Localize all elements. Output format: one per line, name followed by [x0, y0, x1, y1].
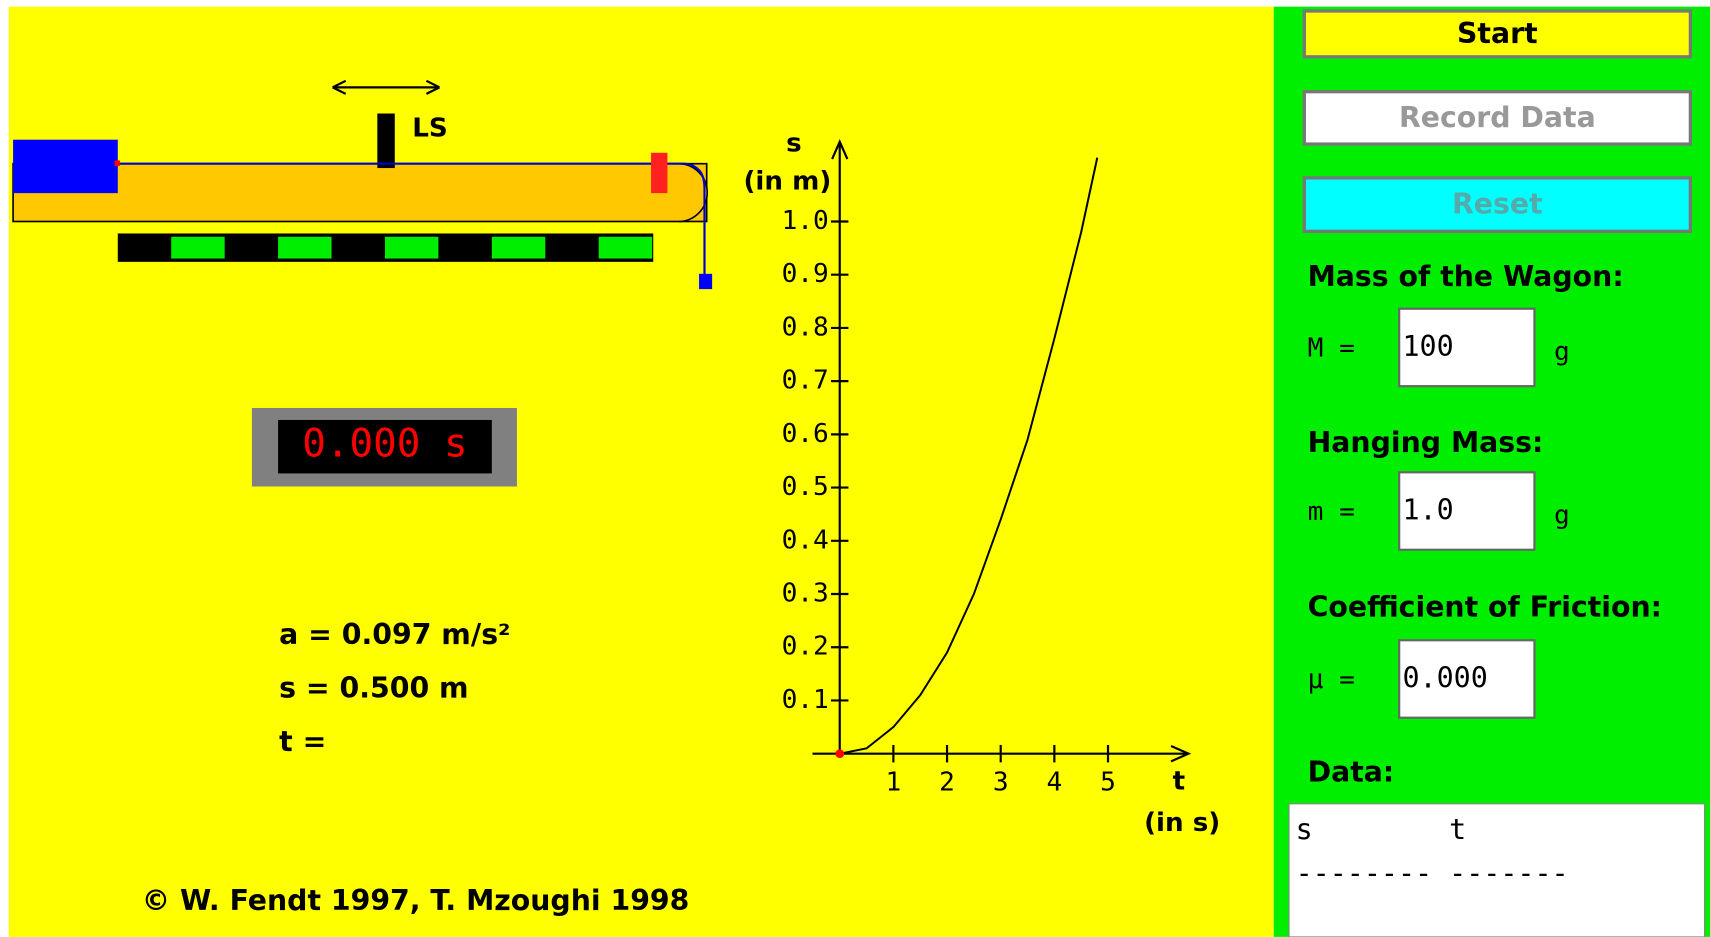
- x-tick-label: 1: [886, 768, 902, 798]
- field-label: m =: [1308, 497, 1355, 527]
- light-sensor: [377, 113, 395, 169]
- y-tick-label: 0.4: [782, 525, 829, 555]
- data-heading: Data:: [1308, 755, 1395, 788]
- x-axis-label: (in s): [1144, 808, 1220, 838]
- button-label[interactable]: Reset: [1452, 188, 1543, 221]
- ls-arrow: [332, 79, 440, 95]
- field-heading: Mass of the Wagon:: [1308, 260, 1624, 293]
- simulation-area: [8, 6, 1274, 937]
- hanging-mass: [699, 273, 713, 290]
- input-box[interactable]: [1398, 471, 1536, 551]
- input-box[interactable]: [1398, 639, 1536, 719]
- data-line: -------- -------: [1296, 857, 1569, 890]
- x-axis-label: t: [1173, 767, 1186, 797]
- button[interactable]: [1302, 9, 1693, 59]
- timer-text: 0.000 s: [302, 422, 467, 467]
- button[interactable]: [1302, 176, 1693, 233]
- y-tick-label: 0.5: [782, 472, 829, 502]
- y-tick-label: 1.0: [782, 206, 829, 236]
- hook: [114, 160, 120, 166]
- y-axis-label: (in m): [743, 167, 831, 197]
- track-end: [678, 162, 708, 223]
- data-box: [1288, 803, 1706, 937]
- field-heading: Hanging Mass:: [1308, 426, 1544, 459]
- ls-label: LS: [412, 113, 448, 143]
- x-tick-label: 3: [993, 768, 1009, 798]
- y-tick-label: 0.8: [782, 312, 829, 342]
- x-tick-label: 4: [1046, 768, 1062, 798]
- y-tick-label: 0.3: [782, 579, 829, 609]
- timer-display: [278, 419, 492, 474]
- x-tick-label: 5: [1100, 768, 1116, 798]
- y-tick-label: 0.2: [782, 632, 829, 662]
- curve: [839, 157, 1099, 755]
- field-label: μ =: [1308, 665, 1355, 695]
- data-line: s t: [1296, 813, 1467, 846]
- input-box[interactable]: [1398, 307, 1536, 388]
- readout: a = 0.097 m/s²: [279, 618, 510, 651]
- wagon: [13, 139, 118, 194]
- input-value[interactable]: 1.0: [1402, 494, 1453, 527]
- x-tick-label: 2: [939, 768, 955, 798]
- y-axis-label: s: [786, 129, 802, 159]
- field-heading: Coefficient of Friction:: [1308, 591, 1662, 624]
- readout: t =: [279, 725, 326, 758]
- y-tick-label: 0.7: [782, 366, 829, 396]
- y-axis: [831, 138, 849, 754]
- copyright: © W. Fendt 1997, T. Mzoughi 1998: [142, 884, 690, 917]
- y-tick-label: 0.6: [782, 419, 829, 449]
- string: [117, 162, 706, 275]
- button-label[interactable]: Record Data: [1399, 101, 1596, 134]
- ruler-marks: [171, 236, 653, 259]
- pulley-stop: [651, 152, 668, 194]
- button[interactable]: [1302, 90, 1693, 146]
- y-tick-label: 0.1: [782, 685, 829, 715]
- readout: s = 0.500 m: [279, 671, 468, 704]
- input-value[interactable]: 100: [1402, 330, 1453, 363]
- button-label[interactable]: Start: [1457, 17, 1538, 50]
- origin-dot: [835, 749, 845, 759]
- field-unit: g: [1554, 500, 1570, 530]
- input-value[interactable]: 0.000: [1402, 662, 1487, 695]
- y-tick-label: 0.9: [782, 259, 829, 289]
- field-unit: g: [1554, 337, 1570, 367]
- field-label: M =: [1308, 334, 1355, 364]
